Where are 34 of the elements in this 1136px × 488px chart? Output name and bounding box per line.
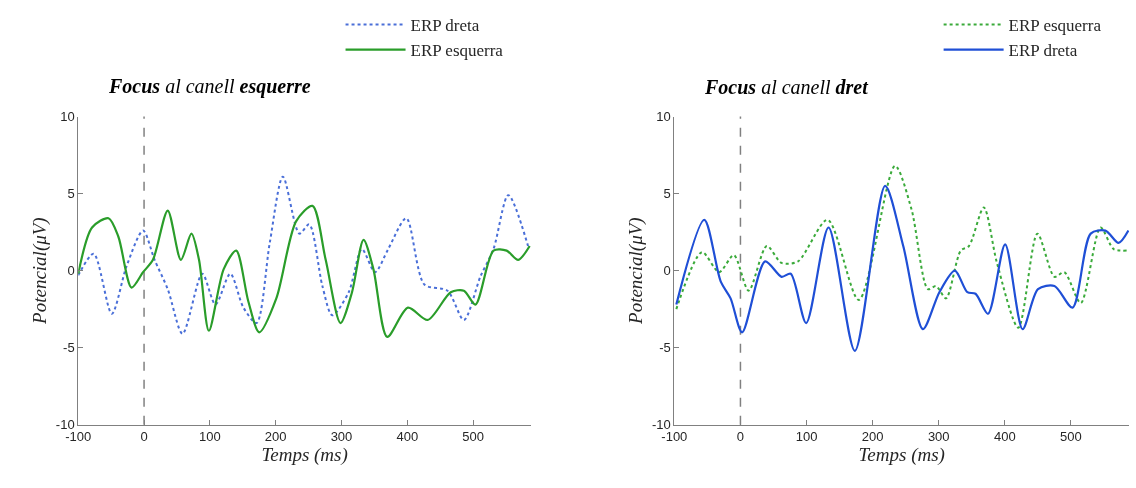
x-tick-label: 100	[199, 429, 221, 445]
y-tick-label: 5	[663, 186, 671, 202]
y-tick-label: -5	[63, 340, 75, 356]
line-series	[78, 175, 530, 335]
chart-title: Focus al canell esquerre	[108, 75, 311, 98]
line-series	[675, 184, 1130, 352]
legend-label: ERP esquerra	[410, 41, 504, 61]
y-tick-label: 0	[67, 263, 75, 279]
x-tick-label: 400	[396, 429, 419, 445]
x-tick-label: 500	[462, 429, 484, 445]
x-tick-label: 400	[993, 429, 1016, 445]
x-tick-label: 300	[927, 429, 950, 445]
y-axis-title: Potencial(μV)	[28, 217, 51, 325]
x-tick-label: 300	[330, 429, 353, 445]
y-tick-label: 5	[67, 186, 75, 202]
x-axis-title: Temps (ms)	[858, 444, 945, 467]
legend-label: ERP dreta	[1008, 41, 1078, 61]
line-series	[675, 164, 1128, 329]
x-tick-label: 0	[140, 429, 148, 445]
chart-title: Focus al canell dret	[704, 76, 870, 98]
y-tick-label: 10	[656, 109, 671, 125]
x-tick-label: 100	[795, 429, 818, 445]
y-axis-title: Potencial(μV)	[624, 217, 647, 325]
y-tick-label: -5	[659, 340, 671, 356]
x-tick-label: 500	[1060, 429, 1082, 445]
x-tick-label: 200	[861, 429, 884, 445]
x-axis-title: Temps (ms)	[261, 444, 348, 467]
x-tick-label: 200	[264, 429, 287, 445]
x-tick-label: 0	[736, 429, 745, 445]
y-tick-label: 10	[60, 109, 75, 125]
y-tick-label: 0	[663, 263, 671, 279]
line-series	[78, 204, 531, 339]
legend-label: ERP esquerra	[1008, 16, 1102, 36]
legend-label: ERP dreta	[410, 16, 480, 36]
